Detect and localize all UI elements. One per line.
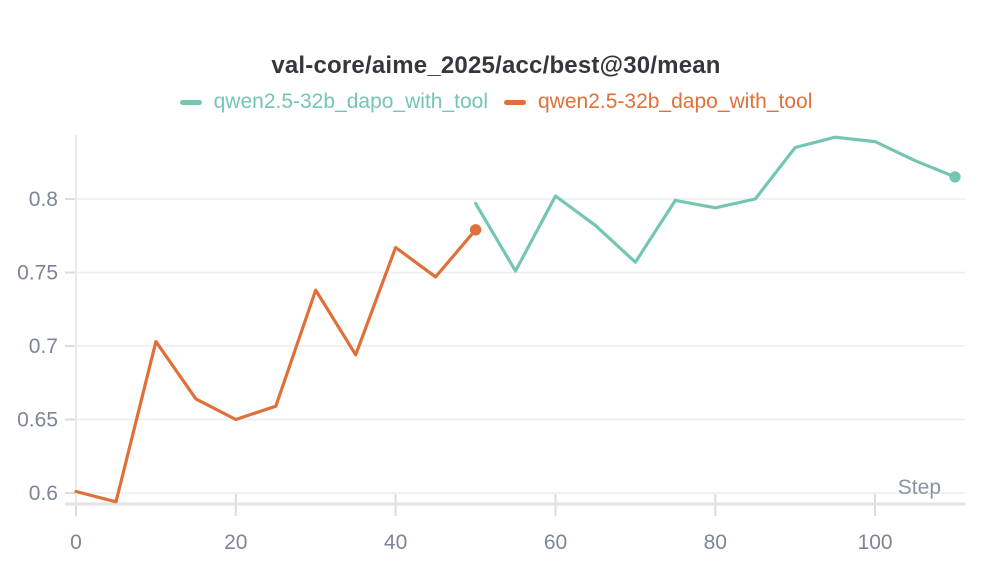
series-end-marker-0	[949, 171, 961, 183]
series-line-0	[474, 135, 957, 273]
x-tick-label: 80	[704, 531, 727, 554]
y-tick-label: 0.75	[17, 262, 58, 285]
x-tick-label: 60	[544, 531, 567, 554]
legend-item-series-0[interactable]: qwen2.5-32b_dapo_with_tool	[179, 90, 488, 114]
legend-item-series-1[interactable]: qwen2.5-32b_dapo_with_tool	[504, 90, 812, 114]
x-axis-title: Step	[898, 476, 941, 499]
legend-item-label: qwen2.5-32b_dapo_with_tool	[213, 90, 488, 113]
series-line-1	[74, 228, 478, 504]
x-tick-label: 20	[224, 531, 247, 554]
x-tick-label: 40	[384, 531, 407, 554]
x-tick-label: 0	[70, 531, 82, 554]
legend-line-icon	[179, 99, 202, 105]
y-tick-label: 0.7	[29, 335, 58, 358]
legend: qwen2.5-32b_dapo_with_tool qwen2.5-32b_d…	[0, 90, 992, 114]
legend-line-icon	[504, 99, 526, 105]
legend-item-label: qwen2.5-32b_dapo_with_tool	[538, 90, 813, 113]
x-tick-label: 100	[858, 531, 893, 554]
series-end-marker-1	[469, 224, 482, 236]
y-tick-label: 0.65	[17, 409, 58, 432]
y-tick-label: 0.6	[29, 482, 58, 505]
chart-title: val-core/aime_2025/acc/best@30/mean	[271, 52, 721, 79]
y-tick-label: 0.8	[29, 188, 58, 211]
